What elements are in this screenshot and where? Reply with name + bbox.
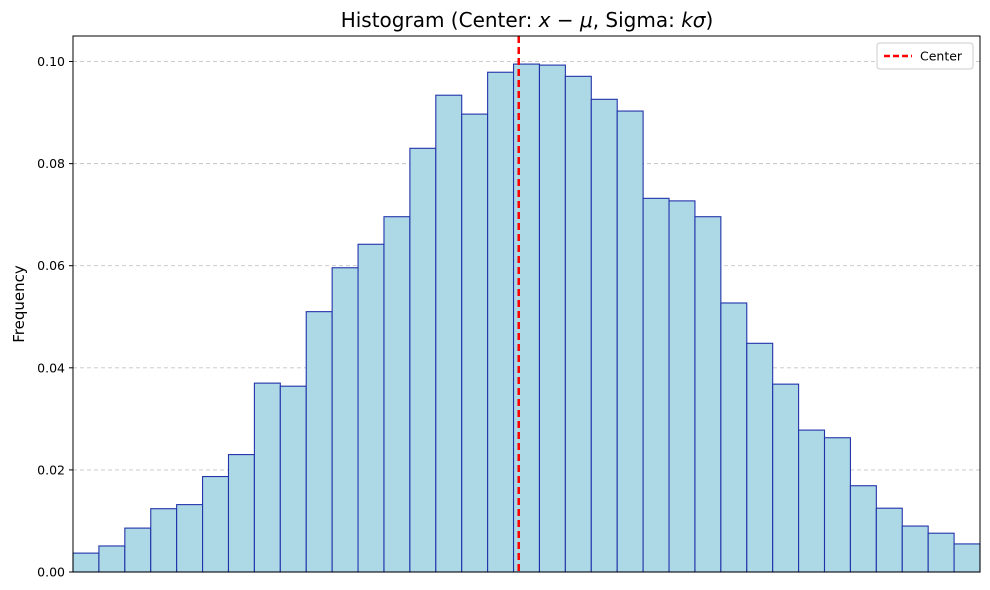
y-tick-label: 0.04 <box>37 360 65 375</box>
histogram-bar <box>357 243 385 573</box>
histogram-bar <box>849 485 877 573</box>
plot-area-frame <box>72 35 981 573</box>
y-axis-ticks: 0.00 0.02 0.04 0.06 0.08 0.10 <box>37 54 73 580</box>
histogram-bar <box>953 543 981 573</box>
histogram-bar <box>538 64 566 573</box>
y-tick-label: 0.08 <box>37 156 65 171</box>
histogram-bar <box>668 200 696 573</box>
histogram-bar <box>202 475 230 573</box>
histogram-bar <box>461 113 489 573</box>
histogram-bar <box>331 267 359 573</box>
y-tick-label: 0.06 <box>37 258 65 273</box>
y-axis-label: Frequency <box>10 265 28 343</box>
histogram-bar <box>253 382 281 573</box>
histogram-bar <box>901 525 929 573</box>
histogram-bars <box>72 63 981 573</box>
y-tick-label: 0.02 <box>37 462 65 477</box>
histogram-bar <box>409 147 437 573</box>
histogram-bar <box>694 216 722 573</box>
histogram-bar <box>772 383 800 573</box>
histogram-bar <box>435 94 463 573</box>
histogram-bar <box>875 507 903 573</box>
histogram-bar <box>383 216 411 573</box>
histogram-bar <box>487 71 515 573</box>
histogram-bar <box>176 504 204 573</box>
histogram-bar <box>720 302 748 573</box>
histogram-bar <box>305 311 333 573</box>
histogram-bar <box>150 508 178 573</box>
legend-center-label: Center <box>920 49 963 64</box>
histogram-bar <box>823 437 851 573</box>
histogram-bar <box>616 110 644 573</box>
legend-box <box>876 42 974 70</box>
histogram-bar <box>279 385 307 573</box>
histogram-bar <box>564 75 592 573</box>
histogram-bar <box>512 63 541 573</box>
histogram-bar <box>124 527 152 573</box>
legend: Center <box>876 42 974 70</box>
y-tick-label: 0.00 <box>37 565 65 580</box>
histogram-bar <box>642 197 670 573</box>
histogram-bar <box>590 98 618 573</box>
chart-title: Histogram (Center: x − μ, Sigma: kσ) <box>341 8 714 32</box>
histogram-bar <box>798 429 826 573</box>
histogram-bar <box>746 342 774 573</box>
y-tick-label: 0.10 <box>37 54 65 69</box>
histogram-bar <box>72 552 100 573</box>
histogram-bar <box>98 545 126 573</box>
histogram-bar <box>227 454 255 573</box>
histogram-bar <box>927 532 955 573</box>
